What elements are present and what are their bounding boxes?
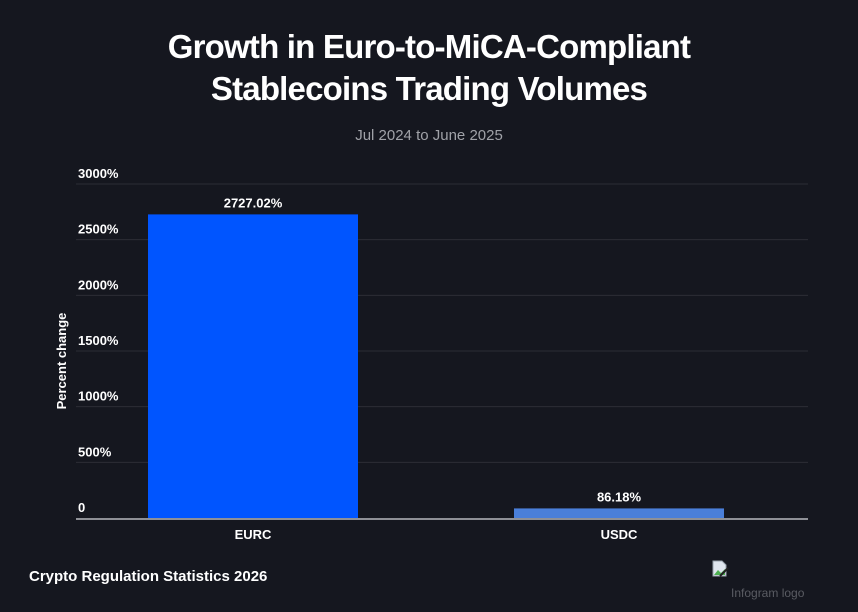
logo-alt-text: Infogram logo bbox=[731, 586, 805, 600]
y-axis-ticks: 0 500% 1000% 1500% 2000% 2500% 3000% bbox=[78, 166, 119, 515]
chart-title-line-2: Stablecoins Trading Volumes bbox=[210, 70, 648, 107]
bar-usdc bbox=[514, 508, 724, 518]
y-tick-label: 1000% bbox=[78, 389, 119, 404]
bar-eurc bbox=[148, 214, 358, 518]
broken-image-icon bbox=[712, 560, 729, 577]
chart-title-line-1: Growth in Euro-to-MiCA-Compliant bbox=[167, 28, 691, 65]
y-tick-label: 2000% bbox=[78, 277, 119, 292]
chart-title: Growth in Euro-to-MiCA-Compliant Stablec… bbox=[0, 26, 858, 110]
x-tick-label: USDC bbox=[601, 527, 638, 542]
y-axis-label: Percent change bbox=[54, 313, 69, 410]
data-labels: 2727.02% 86.18% bbox=[224, 195, 642, 504]
data-label: 2727.02% bbox=[224, 195, 283, 210]
y-tick-label: 2500% bbox=[78, 222, 119, 237]
y-tick-label: 1500% bbox=[78, 333, 119, 348]
data-label: 86.18% bbox=[597, 489, 642, 504]
y-tick-label: 3000% bbox=[78, 166, 119, 181]
x-axis-ticks: EURC USDC bbox=[235, 527, 638, 542]
source-footer: Crypto Regulation Statistics 2026 bbox=[29, 568, 268, 585]
chart-subtitle: Jul 2024 to June 2025 bbox=[355, 127, 503, 144]
bars bbox=[148, 214, 724, 518]
x-tick-label: EURC bbox=[235, 527, 272, 542]
y-tick-label: 0 bbox=[78, 500, 85, 515]
y-tick-label: 500% bbox=[78, 444, 112, 459]
